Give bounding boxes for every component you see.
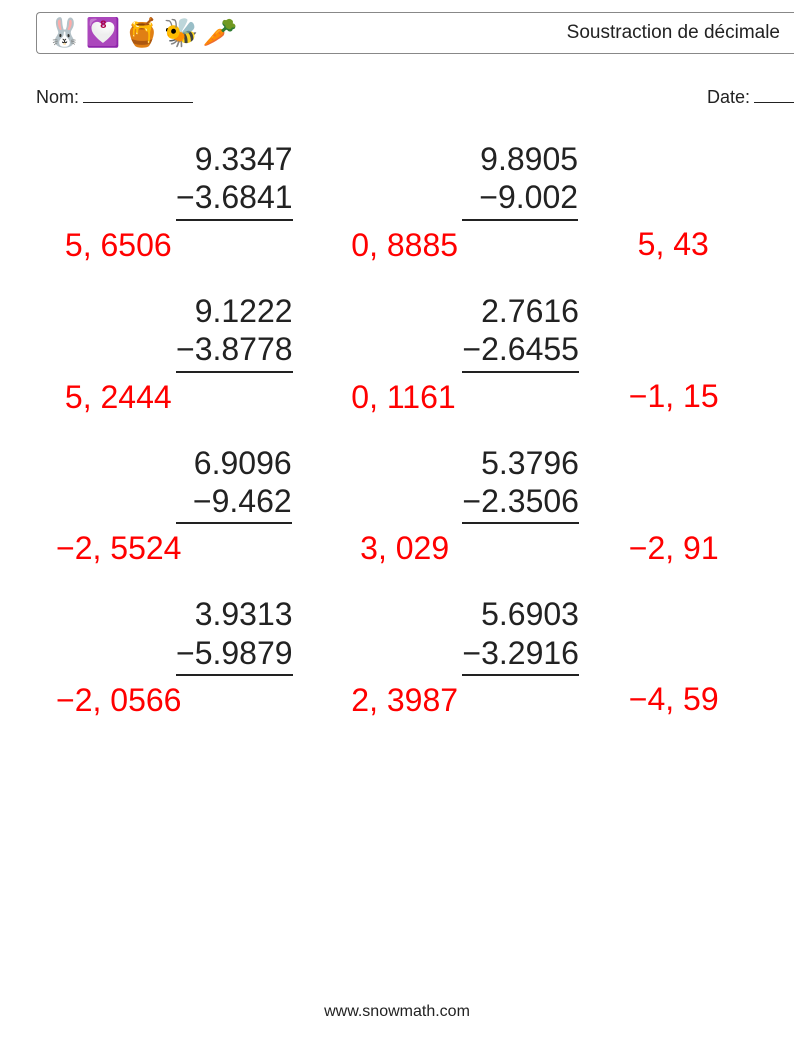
rule-line: [176, 219, 293, 221]
answer: −4, 59: [609, 681, 794, 718]
rule-line: [462, 371, 579, 373]
worksheet-page: 🐰 💟 8 🍯 🐝 🥕 Soustraction de décimale Nom…: [0, 0, 794, 1053]
subtrahend: −3.6841: [176, 178, 293, 216]
problem-row: 6.9096−9.462 −2, 5524 5.3796−2.3506 3, 02…: [36, 444, 794, 568]
answer: 5, 6506: [36, 227, 322, 264]
minuend: 9.1222: [176, 292, 293, 330]
subtraction-stack: 9.1222−3.8778: [176, 292, 293, 373]
heart-badge-text: 8: [86, 20, 121, 31]
name-field: Nom:: [36, 86, 193, 108]
subtrahend: −3.8778: [176, 330, 293, 368]
subtraction-stack: 5.6903−3.2916: [462, 595, 579, 676]
answer: 2, 3987: [322, 682, 608, 719]
answer: −2, 0566: [36, 682, 322, 719]
problem-row: 3.9313−5.9879 −2, 0566 5.6903−3.2916 2, 3…: [36, 595, 794, 719]
minuend: 6.9096: [176, 444, 292, 482]
problem-stack: 5.6903−3.2916: [322, 595, 608, 676]
minuend: 5.6903: [462, 595, 579, 633]
date-label: Date:: [707, 87, 750, 108]
problem-stack: 2.7616−2.6455: [322, 292, 608, 373]
minuend: 5.3796: [462, 444, 579, 482]
subtraction-stack: 3.9313−5.9879: [176, 595, 293, 676]
answer: −2, 91: [609, 530, 794, 567]
problem-cell-partial: 5, 43: [609, 140, 794, 264]
rule-line: [462, 219, 578, 221]
carrot-icon: 🥕: [203, 19, 238, 47]
problem-cell: 2.7616−2.6455 0, 1161: [322, 292, 608, 416]
bee-icon: 🐝: [164, 19, 199, 47]
rule-line: [462, 522, 579, 524]
answer: −2, 5524: [36, 530, 322, 567]
heart-8-march-icon: 💟 8: [86, 19, 121, 47]
footer-url: www.snowmath.com: [0, 1003, 794, 1021]
problem-cell: 9.3347−3.6841 5, 6506: [36, 140, 322, 264]
problem-stack: 6.9096−9.462: [36, 444, 322, 525]
name-blank: [83, 86, 193, 103]
bunny-icon: 🐰: [47, 19, 82, 47]
minuend: 9.8905: [462, 140, 578, 178]
answer: 0, 8885: [322, 227, 608, 264]
rule-line: [176, 371, 293, 373]
problem-stack: 5.3796−2.3506: [322, 444, 608, 525]
subtrahend: −9.462: [176, 482, 292, 520]
name-label: Nom:: [36, 87, 79, 108]
problem-cell: 3.9313−5.9879 −2, 0566: [36, 595, 322, 719]
problem-stack: 9.1222−3.8778: [36, 292, 322, 373]
problem-cell-partial: −4, 59: [609, 595, 794, 719]
problems-grid: 9.3347−3.6841 5, 6506 9.8905−9.002 0, 88…: [36, 140, 794, 747]
answer: 5, 43: [609, 226, 794, 263]
answer: 3, 029: [322, 530, 608, 567]
problem-cell: 5.3796−2.3506 3, 029: [322, 444, 608, 568]
problem-row: 9.1222−3.8778 5, 2444 2.7616−2.6455 0, 1…: [36, 292, 794, 416]
problem-cell-partial: −1, 15: [609, 292, 794, 416]
minuend: 3.9313: [176, 595, 293, 633]
problem-stack: 3.9313−5.9879: [36, 595, 322, 676]
meta-row: Nom: Date:: [36, 86, 794, 108]
answer: 0, 1161: [322, 379, 608, 416]
rule-line: [176, 674, 293, 676]
subtraction-stack: 6.9096−9.462: [176, 444, 292, 525]
problem-cell-partial: −2, 91: [609, 444, 794, 568]
rule-line: [462, 674, 579, 676]
problem-cell: 9.1222−3.8778 5, 2444: [36, 292, 322, 416]
header-band: 🐰 💟 8 🍯 🐝 🥕 Soustraction de décimale: [36, 12, 794, 54]
minuend: 2.7616: [462, 292, 579, 330]
pot-clover-icon: 🍯: [125, 19, 160, 47]
subtrahend: −2.6455: [462, 330, 579, 368]
rule-line: [176, 522, 292, 524]
problem-stack: 9.3347−3.6841: [36, 140, 322, 221]
subtraction-stack: 5.3796−2.3506: [462, 444, 579, 525]
answer: 5, 2444: [36, 379, 322, 416]
problem-row: 9.3347−3.6841 5, 6506 9.8905−9.002 0, 88…: [36, 140, 794, 264]
subtraction-stack: 9.3347−3.6841: [176, 140, 293, 221]
header-icons: 🐰 💟 8 🍯 🐝 🥕: [47, 19, 237, 47]
answer: −1, 15: [609, 378, 794, 415]
minuend: 9.3347: [176, 140, 293, 178]
subtrahend: −3.2916: [462, 634, 579, 672]
subtrahend: −9.002: [462, 178, 578, 216]
problem-cell: 9.8905−9.002 0, 8885: [322, 140, 608, 264]
problem-cell: 5.6903−3.2916 2, 3987: [322, 595, 608, 719]
subtrahend: −2.3506: [462, 482, 579, 520]
worksheet-title: Soustraction de décimale: [567, 22, 784, 44]
date-field: Date:: [707, 86, 794, 108]
date-blank: [754, 86, 794, 103]
subtraction-stack: 9.8905−9.002: [462, 140, 578, 221]
problem-cell: 6.9096−9.462 −2, 5524: [36, 444, 322, 568]
problem-stack: 9.8905−9.002: [322, 140, 608, 221]
subtraction-stack: 2.7616−2.6455: [462, 292, 579, 373]
subtrahend: −5.9879: [176, 634, 293, 672]
